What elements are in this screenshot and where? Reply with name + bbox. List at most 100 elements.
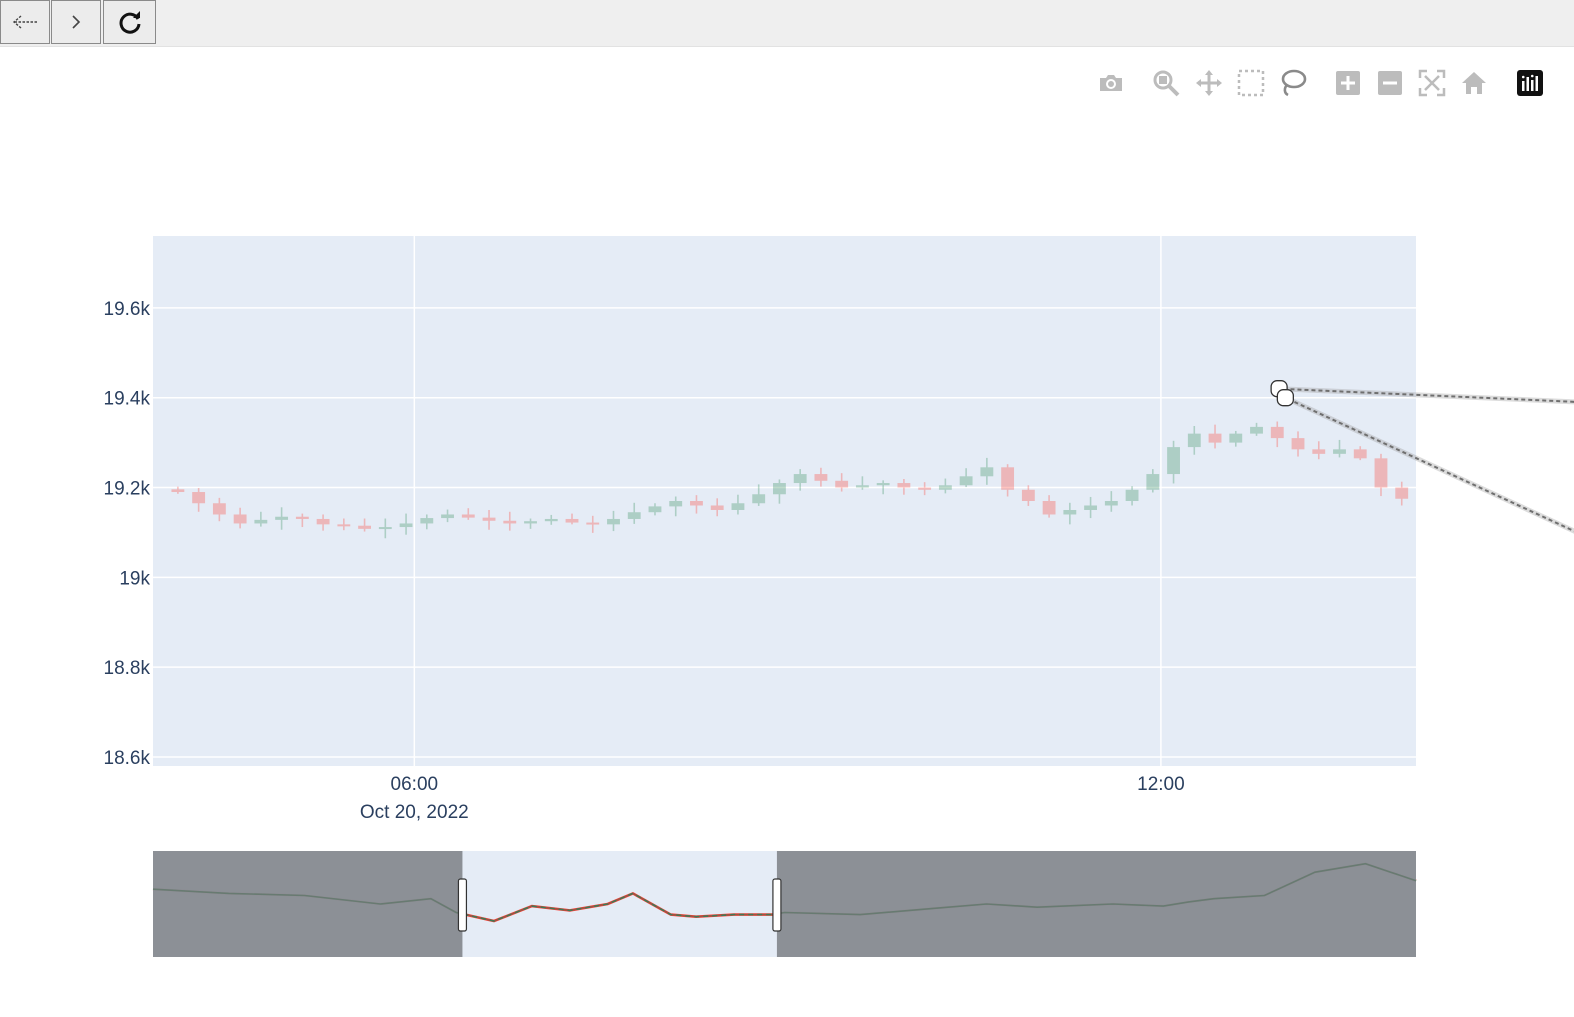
candle-body[interactable] xyxy=(1146,474,1160,490)
reset-axes-button[interactable] xyxy=(1457,66,1491,100)
candle-body[interactable] xyxy=(1125,489,1139,501)
candlestick[interactable] xyxy=(938,478,952,494)
candlestick[interactable] xyxy=(1042,495,1056,518)
plotly-logo-link[interactable] xyxy=(1513,66,1547,100)
candlestick[interactable] xyxy=(1063,502,1077,525)
candle-body[interactable] xyxy=(814,474,828,481)
candlestick[interactable] xyxy=(254,511,268,527)
candlestick[interactable] xyxy=(1125,486,1139,506)
candle-body[interactable] xyxy=(171,489,185,493)
candlestick[interactable] xyxy=(1333,439,1346,458)
candle-body[interactable] xyxy=(254,519,268,524)
candlestick[interactable] xyxy=(544,514,558,525)
candle-body[interactable] xyxy=(503,520,517,524)
candle-body[interactable] xyxy=(1499,521,1512,523)
candlestick[interactable] xyxy=(586,515,600,533)
candle-body[interactable] xyxy=(420,518,434,524)
candlestick[interactable] xyxy=(814,467,828,487)
candle-body[interactable] xyxy=(690,501,703,506)
candlestick[interactable] xyxy=(773,479,786,504)
candle-body[interactable] xyxy=(1187,433,1201,448)
candle-body[interactable] xyxy=(295,516,309,519)
candle-body[interactable] xyxy=(607,518,620,525)
candlestick[interactable] xyxy=(192,487,206,512)
reload-button[interactable] xyxy=(103,0,156,44)
candlestick[interactable] xyxy=(897,478,911,495)
candle-body[interactable] xyxy=(441,514,454,519)
candle-body[interactable] xyxy=(835,480,849,488)
candle-body[interactable] xyxy=(1395,487,1409,499)
candle-body[interactable] xyxy=(1250,426,1263,434)
candlestick[interactable] xyxy=(710,498,724,517)
candle-body[interactable] xyxy=(1312,449,1326,454)
candlestick[interactable] xyxy=(1021,485,1035,506)
range-slider-handle-right[interactable] xyxy=(772,878,782,932)
candle-body[interactable] xyxy=(1333,449,1346,454)
candlestick[interactable] xyxy=(1458,480,1471,515)
candle-body[interactable] xyxy=(586,522,600,525)
candle-body[interactable] xyxy=(793,474,807,484)
candlestick[interactable] xyxy=(1001,464,1015,497)
candlestick[interactable] xyxy=(358,518,372,532)
candle-body[interactable] xyxy=(316,518,330,525)
candlestick[interactable] xyxy=(1250,422,1263,436)
candlestick[interactable] xyxy=(731,494,745,515)
candlestick[interactable] xyxy=(337,518,351,531)
candlestick[interactable] xyxy=(275,507,289,530)
candlestick[interactable] xyxy=(959,468,973,488)
candle-body[interactable] xyxy=(1374,458,1388,488)
candlestick[interactable] xyxy=(648,503,662,516)
zoom-in-button[interactable] xyxy=(1331,66,1365,100)
candle-body[interactable] xyxy=(1084,505,1098,510)
candlestick[interactable] xyxy=(918,482,932,496)
candlestick[interactable] xyxy=(1312,441,1326,460)
candle-body[interactable] xyxy=(1208,433,1222,443)
candlestick[interactable] xyxy=(1229,430,1243,447)
candle-body[interactable] xyxy=(337,524,351,527)
candlestick[interactable] xyxy=(1104,491,1118,512)
back-button[interactable] xyxy=(0,0,50,44)
candlestick[interactable] xyxy=(565,513,579,525)
candle-body[interactable] xyxy=(461,514,475,518)
candle-body[interactable] xyxy=(1478,505,1491,521)
candlestick[interactable] xyxy=(690,495,703,514)
candle-body[interactable] xyxy=(544,518,558,522)
candlestick[interactable] xyxy=(441,509,454,523)
candlestick[interactable] xyxy=(835,473,849,492)
candlestick[interactable] xyxy=(1540,529,1553,562)
candle-body[interactable] xyxy=(752,494,766,504)
candlestick[interactable] xyxy=(171,486,185,494)
candlestick[interactable] xyxy=(793,469,807,491)
candlestick[interactable] xyxy=(876,480,890,495)
candle-body[interactable] xyxy=(669,501,683,507)
candlestick[interactable] xyxy=(1146,469,1160,493)
range-slider-handle-left[interactable] xyxy=(457,878,468,932)
candlestick-series[interactable] xyxy=(171,421,1574,605)
candlestick[interactable] xyxy=(1437,481,1450,495)
candlestick[interactable] xyxy=(420,514,434,530)
candlestick[interactable] xyxy=(1416,485,1429,504)
candle-body[interactable] xyxy=(378,527,392,530)
candlestick[interactable] xyxy=(1167,440,1180,484)
candle-body[interactable] xyxy=(524,521,537,524)
candle-body[interactable] xyxy=(1021,489,1035,501)
candlestick[interactable] xyxy=(1520,517,1533,541)
candle-body[interactable] xyxy=(1540,537,1553,559)
candle-body[interactable] xyxy=(565,518,579,523)
candlestick[interactable] xyxy=(855,476,869,490)
candle-body[interactable] xyxy=(855,485,869,488)
candle-body[interactable] xyxy=(482,517,496,521)
candlestick[interactable] xyxy=(1499,516,1512,529)
candlestick[interactable] xyxy=(1561,550,1574,582)
zoom-button[interactable] xyxy=(1149,66,1183,100)
candle-body[interactable] xyxy=(1229,433,1243,443)
candlestick[interactable] xyxy=(503,511,517,531)
candlestick[interactable] xyxy=(1291,431,1305,457)
candle-body[interactable] xyxy=(731,503,745,510)
candle-body[interactable] xyxy=(275,516,289,520)
candle-body[interactable] xyxy=(627,512,641,519)
candle-body[interactable] xyxy=(938,485,952,490)
candle-body[interactable] xyxy=(918,487,932,490)
candle-body[interactable] xyxy=(1458,490,1471,506)
range-slider[interactable] xyxy=(152,851,1417,957)
